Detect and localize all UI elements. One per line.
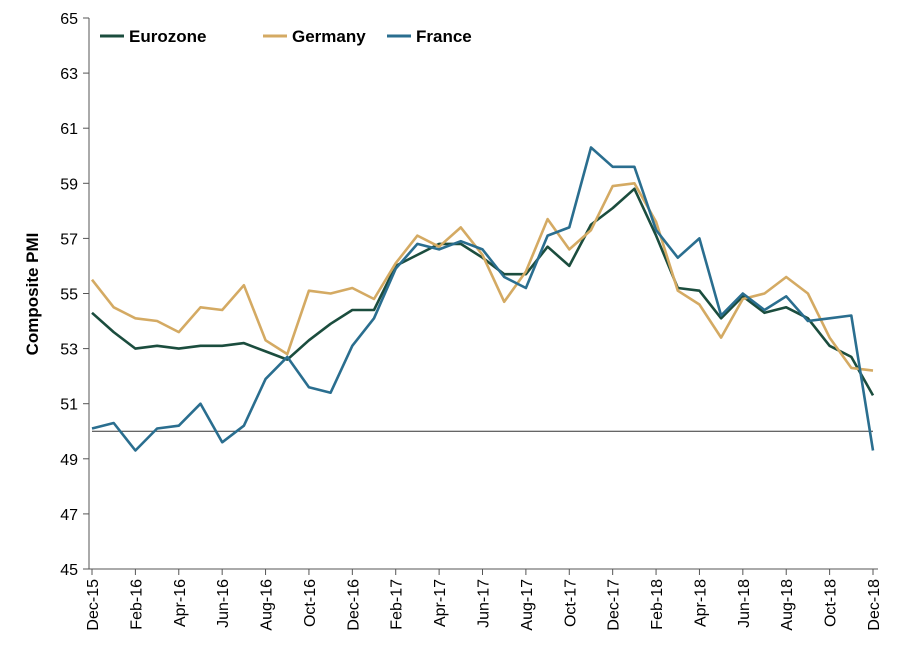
x-tick-label: Dec-17 (606, 579, 623, 631)
y-axis-ticks: 45 47 49 51 53 55 57 59 61 63 65 (60, 11, 89, 579)
x-tick-label: Dec-15 (85, 579, 102, 631)
y-tick-label: 45 (60, 562, 78, 579)
legend-label: Germany (292, 27, 366, 46)
x-tick-label: Feb-16 (128, 579, 145, 630)
x-tick-label: Jun-18 (736, 579, 753, 628)
x-axis-ticks: Dec-15 Feb-16 Apr-16 Jun-16 Aug-16 Oct-16 Dec-… (85, 569, 883, 631)
x-tick-label: Feb-18 (649, 579, 666, 630)
y-tick-label: 47 (60, 507, 78, 524)
y-tick-label: 65 (60, 11, 78, 28)
y-tick-label: 49 (60, 452, 78, 469)
series-lines (90, 146, 875, 452)
y-tick-label: 63 (60, 66, 78, 83)
x-tick-label: Dec-16 (345, 579, 362, 631)
x-tick-label: Aug-18 (779, 579, 796, 631)
x-tick-label: Dec-18 (866, 579, 883, 631)
series-line-eurozone (91, 187, 875, 397)
legend-label: France (416, 27, 472, 46)
y-tick-label: 55 (60, 287, 78, 304)
x-tick-label: Aug-16 (259, 579, 276, 631)
x-tick-label: Oct-17 (562, 579, 579, 627)
y-tick-label: 59 (60, 176, 78, 193)
x-tick-label: Oct-16 (302, 579, 319, 627)
x-tick-label: Jun-16 (215, 579, 232, 628)
y-tick-label: 51 (60, 397, 78, 414)
legend: Eurozone Germany France (100, 27, 472, 46)
x-tick-label: Oct-18 (823, 579, 840, 627)
plot-area: 45 47 49 51 53 55 57 59 61 63 65 Dec-15 Feb-16 Apr-1… (60, 11, 883, 631)
x-tick-label: Apr-16 (172, 579, 189, 627)
y-tick-label: 57 (60, 231, 78, 248)
series-line-germany (90, 182, 874, 372)
y-tick-label: 61 (60, 121, 78, 138)
x-tick-label: Jun-17 (476, 579, 493, 628)
legend-label: Eurozone (129, 27, 206, 46)
series-line-france (91, 146, 875, 452)
x-tick-label: Feb-17 (389, 579, 406, 630)
y-axis-title: Composite PMI (23, 233, 42, 356)
x-tick-label: Aug-17 (519, 579, 536, 631)
y-tick-label: 53 (60, 342, 78, 359)
x-tick-label: Apr-18 (692, 579, 709, 627)
x-tick-label: Apr-17 (432, 579, 449, 627)
